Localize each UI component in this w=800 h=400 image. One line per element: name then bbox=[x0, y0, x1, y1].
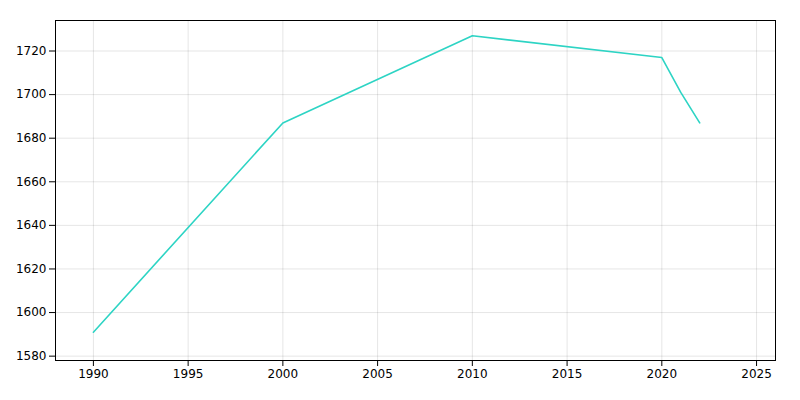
svg-text:2025: 2025 bbox=[741, 367, 772, 381]
svg-text:2010: 2010 bbox=[457, 367, 488, 381]
svg-text:2005: 2005 bbox=[362, 367, 393, 381]
svg-text:2020: 2020 bbox=[647, 367, 678, 381]
svg-text:1620: 1620 bbox=[16, 262, 47, 276]
svg-text:1700: 1700 bbox=[16, 87, 47, 101]
svg-text:1995: 1995 bbox=[173, 367, 204, 381]
svg-text:2000: 2000 bbox=[268, 367, 299, 381]
svg-text:1720: 1720 bbox=[16, 44, 47, 58]
svg-text:1990: 1990 bbox=[78, 367, 109, 381]
svg-text:1660: 1660 bbox=[16, 175, 47, 189]
svg-text:1600: 1600 bbox=[16, 305, 47, 319]
svg-text:1640: 1640 bbox=[16, 218, 47, 232]
svg-text:1680: 1680 bbox=[16, 131, 47, 145]
svg-text:1580: 1580 bbox=[16, 349, 47, 363]
svg-text:2015: 2015 bbox=[552, 367, 583, 381]
